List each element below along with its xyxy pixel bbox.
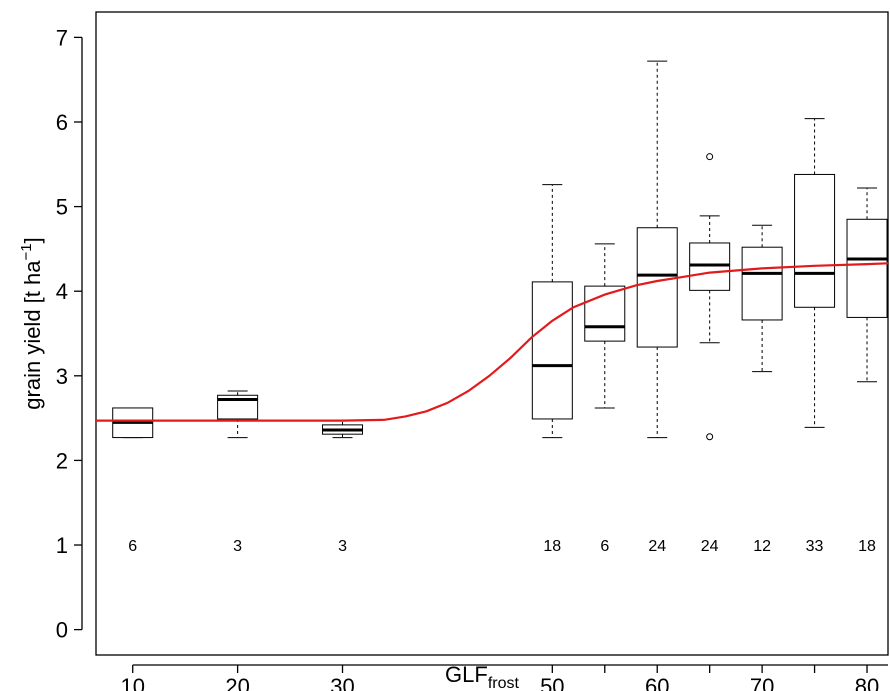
y-axis-title-superscript: −1 bbox=[18, 243, 35, 260]
y-axis-title-main: grain yield [t ha bbox=[20, 260, 45, 410]
sample-count-label: 12 bbox=[753, 538, 771, 555]
x-axis-title: GLFfrost bbox=[445, 662, 519, 691]
box-50 bbox=[531, 184, 573, 439]
sample-count-label: 18 bbox=[543, 538, 561, 555]
box-iqr bbox=[794, 173, 836, 308]
box-iqr bbox=[531, 281, 573, 420]
box-55 bbox=[584, 243, 626, 409]
box-iqr bbox=[217, 394, 259, 420]
box-iqr bbox=[846, 218, 888, 318]
x-tick-label: 70 bbox=[750, 674, 774, 691]
sample-count-label: 3 bbox=[233, 538, 242, 555]
box-65 bbox=[689, 153, 731, 441]
box-iqr bbox=[689, 242, 731, 291]
sample-count-label: 6 bbox=[600, 538, 609, 555]
y-axis: 0 1 2 3 4 5 6 7 bbox=[56, 25, 83, 643]
outlier-point bbox=[706, 433, 714, 441]
y-tick-label: 7 bbox=[56, 25, 68, 50]
box-80 bbox=[846, 187, 888, 383]
sample-count-label: 18 bbox=[858, 538, 876, 555]
y-axis-title-end: ] bbox=[20, 237, 45, 243]
x-tick-label: 50 bbox=[540, 674, 564, 691]
sample-count-label: 24 bbox=[701, 538, 719, 555]
sample-count-label: 3 bbox=[338, 538, 347, 555]
box-10 bbox=[112, 407, 154, 439]
x-tick-label: 80 bbox=[855, 674, 879, 691]
x-tick-label: 10 bbox=[120, 674, 144, 691]
box-70 bbox=[741, 224, 783, 373]
plot-frame bbox=[95, 11, 889, 656]
sample-count-label: 6 bbox=[128, 538, 137, 555]
box-series bbox=[112, 60, 888, 441]
y-tick-label: 4 bbox=[56, 279, 68, 304]
box-20 bbox=[217, 390, 259, 439]
y-tick-label: 1 bbox=[56, 533, 68, 558]
x-axis-title-main: GLF bbox=[445, 662, 488, 687]
outlier-point bbox=[706, 153, 714, 161]
y-tick-label: 6 bbox=[56, 110, 68, 135]
sample-count-label: 33 bbox=[806, 538, 824, 555]
x-tick-label: 20 bbox=[225, 674, 249, 691]
y-tick-label: 5 bbox=[56, 195, 68, 220]
fit-curve bbox=[96, 262, 889, 422]
y-tick-label: 3 bbox=[56, 364, 68, 389]
box-iqr bbox=[741, 246, 783, 321]
sample-count-label: 24 bbox=[648, 538, 666, 555]
x-axis-title-subscript: frost bbox=[488, 675, 520, 691]
plot-area bbox=[95, 11, 889, 656]
x-tick-label: 30 bbox=[330, 674, 354, 691]
sample-count-row: 6 3 3 18 6 24 24 12 33 18 bbox=[128, 538, 876, 555]
y-tick-label: 2 bbox=[56, 448, 68, 473]
box-60 bbox=[636, 60, 678, 439]
y-tick-label: 0 bbox=[56, 618, 68, 643]
y-axis-title: grain yield [t ha−1] bbox=[18, 237, 45, 409]
fit-curve-group bbox=[96, 262, 889, 422]
x-axis: 10 20 30 50 60 70 80 bbox=[120, 664, 888, 691]
box-iqr bbox=[636, 227, 678, 348]
x-tick-label: 60 bbox=[645, 674, 669, 691]
box-30 bbox=[322, 420, 364, 439]
box-75 bbox=[794, 118, 836, 428]
